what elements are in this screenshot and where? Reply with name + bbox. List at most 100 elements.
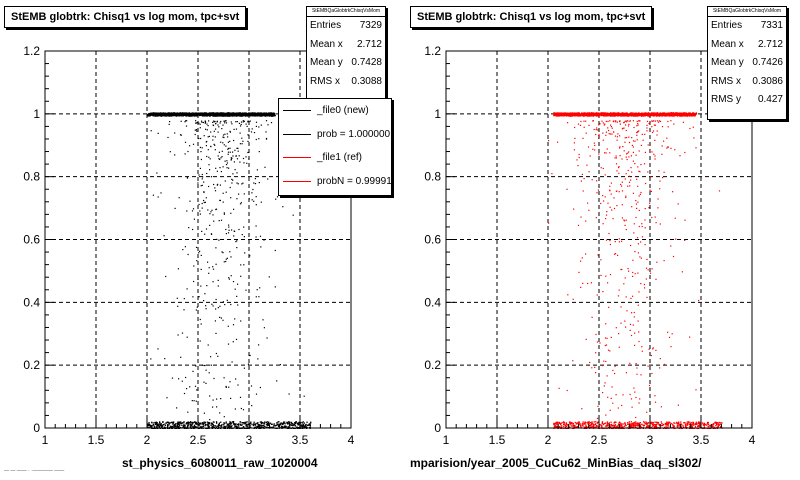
data-point [234,113,236,116]
data-point [652,421,654,424]
data-point [222,113,224,116]
data-point [572,422,574,425]
data-point [179,134,182,136]
data-point [149,425,152,428]
data-point [229,140,231,142]
data-point [263,114,265,116]
data-point [609,426,611,429]
data-point [256,169,258,171]
data-point [584,421,586,423]
data-point [689,425,691,428]
data-point [659,113,661,116]
data-point [164,113,166,115]
data-point [645,421,647,423]
data-point [149,114,151,116]
data-point [193,218,195,220]
data-point [287,422,289,425]
data-point [207,261,209,263]
data-point [553,424,555,426]
data-point [573,113,575,115]
data-point [220,113,222,115]
data-point [597,115,600,117]
data-point [594,423,596,425]
data-point [182,426,184,428]
data-point [664,113,666,115]
data-point [558,115,560,117]
data-point [284,423,286,425]
data-point [231,361,233,363]
data-point [266,113,268,115]
data-point [689,113,691,115]
data-point [627,113,629,115]
data-point [211,303,213,305]
data-point [204,233,206,235]
data-point [186,176,188,178]
data-point [215,332,217,334]
data-point [163,113,165,115]
data-point [557,113,559,115]
data-point [260,112,263,114]
data-point [266,426,268,428]
data-point [288,426,290,428]
data-point [632,115,634,117]
data-point [613,425,615,427]
data-point [660,421,662,423]
data-point [154,423,156,425]
data-point [630,421,632,423]
data-point [166,397,168,399]
data-point [210,131,212,133]
data-point [169,422,171,424]
data-point [240,407,242,410]
data-point [199,213,201,215]
data-point [187,114,189,116]
data-point [246,426,248,428]
data-point [214,120,216,123]
data-point [684,113,687,115]
data-point [621,112,624,114]
data-point [238,115,240,117]
data-point [566,112,569,114]
data-point [230,275,232,277]
data-point [220,120,222,123]
data-point [596,422,598,424]
data-point [193,114,195,116]
data-point [638,423,640,425]
data-point [600,424,602,427]
data-point [255,393,258,395]
data-point [260,124,262,126]
data-point [594,114,596,116]
data-point [686,115,689,117]
data-point [223,422,225,424]
data-point [154,421,156,424]
data-point [236,158,239,160]
data-point [197,113,199,115]
data-point [691,424,694,426]
data-point [210,113,213,116]
data-point [227,136,229,138]
data-point [635,423,637,425]
data-point [563,421,565,423]
data-point [685,112,688,115]
data-point [223,213,225,215]
data-point [176,422,178,425]
data-point [224,160,226,162]
data-point [225,145,227,147]
data-point [224,304,226,306]
data-point [248,158,250,160]
data-point [689,114,691,116]
data-point [293,423,295,425]
data-point [288,421,290,423]
data-point [265,114,267,116]
data-point [607,114,609,117]
data-point [151,114,153,116]
data-point [252,188,254,191]
data-point [205,308,207,310]
data-point [225,122,228,124]
data-point [211,113,214,115]
data-point [298,424,300,426]
data-point [588,114,591,116]
data-point [230,423,233,425]
data-point [719,423,721,426]
data-point [224,426,227,428]
data-point [229,423,232,425]
